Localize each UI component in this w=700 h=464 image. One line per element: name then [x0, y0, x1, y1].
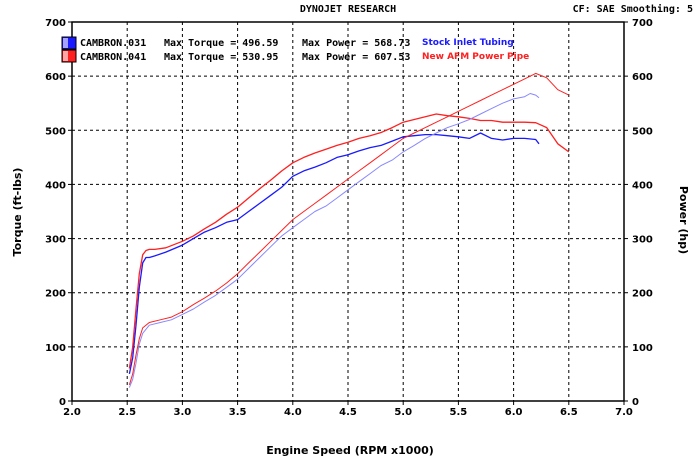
y-tick-label-right: 400	[632, 180, 653, 191]
axis-ticks: 2.0 2.5 3.0 3.5 4.0 4.5 5.0 5.5 6.0 6.5 7.00100200…	[45, 18, 653, 418]
y-tick-label-left: 100	[45, 343, 66, 354]
x-tick-label: 2.5	[118, 407, 136, 418]
x-axis-label: Engine Speed (RPM x1000)	[266, 444, 434, 457]
series-line-3	[128, 93, 540, 388]
legend-swatch-2-highlight	[63, 51, 68, 61]
series-line-1	[128, 132, 540, 375]
legend-label-1: Stock Inlet Tubing	[422, 38, 514, 48]
series-lines	[128, 72, 570, 388]
y-tick-label-right: 500	[632, 126, 653, 137]
y-axis-left-label: Torque (ft-lbs)	[11, 168, 24, 257]
x-tick-label: 6.5	[560, 407, 578, 418]
y-tick-label-left: 700	[45, 18, 66, 29]
series-line-2	[128, 113, 570, 369]
y-tick-label-left: 600	[45, 72, 66, 83]
legend-power-1: Max Power = 568.73	[302, 38, 410, 49]
y-tick-label-left: 300	[45, 235, 66, 246]
x-tick-label: 7.0	[615, 407, 633, 418]
y-tick-label-left: 200	[45, 289, 66, 300]
y-tick-label-right: 300	[632, 235, 653, 246]
y-tick-label-right: 600	[632, 72, 653, 83]
y-tick-label-left: 400	[45, 180, 66, 191]
x-tick-label: 5.5	[450, 407, 468, 418]
y-axis-right-label: Power (hp)	[677, 186, 690, 254]
x-tick-label: 4.5	[339, 407, 357, 418]
legend-run-2: CAMBRON.041	[80, 52, 146, 63]
y-tick-label-right: 100	[632, 343, 653, 354]
legend-swatch-1-highlight	[63, 38, 68, 48]
y-tick-label-left: 0	[59, 397, 66, 408]
grid	[72, 22, 624, 401]
x-tick-label: 2.0	[63, 407, 81, 418]
legend-torque-1: Max Torque = 496.59	[164, 38, 278, 49]
legend-label-2: New AFM Power Pipe	[422, 52, 529, 62]
x-tick-label: 3.5	[229, 407, 247, 418]
x-tick-label: 4.0	[284, 407, 302, 418]
legend-run-1: CAMBRON.031	[80, 38, 146, 49]
y-tick-label-right: 200	[632, 289, 653, 300]
x-tick-label: 3.0	[174, 407, 192, 418]
correction-factor: CF: SAE Smoothing: 5	[573, 3, 693, 15]
chart-title: DYNOJET RESEARCH	[300, 4, 396, 15]
y-tick-label-left: 500	[45, 126, 66, 137]
y-tick-label-right: 700	[632, 18, 653, 29]
y-tick-label-right: 0	[632, 397, 639, 408]
series-line-4	[128, 72, 570, 385]
x-tick-label: 5.0	[394, 407, 412, 418]
plot-area	[71, 21, 625, 402]
legend: CAMBRON.031 Max Torque = 496.59 Max Powe…	[61, 36, 529, 63]
legend-power-2: Max Power = 607.53	[302, 52, 410, 63]
x-tick-label: 6.0	[505, 407, 523, 418]
legend-torque-2: Max Torque = 530.95	[164, 52, 278, 63]
